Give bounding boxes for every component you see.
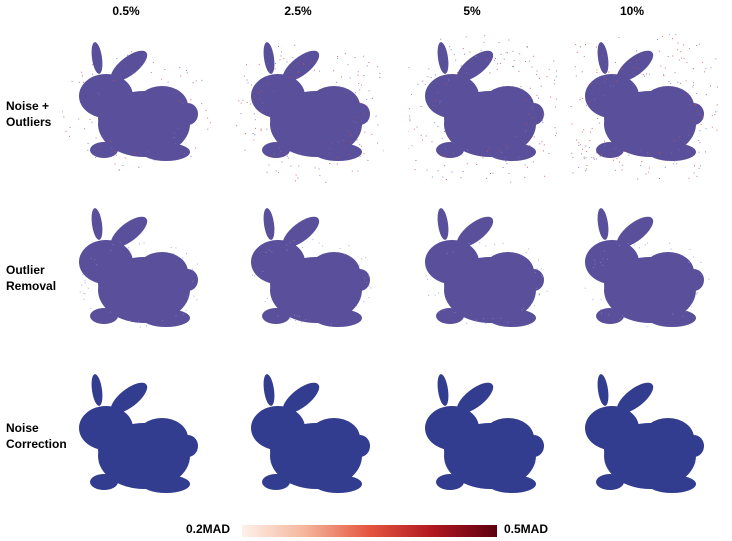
- residual-points: [251, 239, 372, 325]
- row-label-line: Outliers: [6, 115, 52, 129]
- bunny-silhouette: [425, 374, 544, 493]
- row-label: Noise + Outliers: [6, 98, 51, 130]
- bunny-point-cloud: [425, 374, 544, 493]
- bunny-silhouette: [425, 42, 544, 161]
- colorbar-min-label: 0.2MAD: [186, 522, 231, 536]
- row-label-line: Correction: [6, 437, 67, 451]
- outlier-points: [570, 34, 718, 180]
- bunny-render: [62, 366, 212, 516]
- bunny-point-cloud: [570, 34, 718, 180]
- bunny-silhouette: [585, 42, 704, 161]
- column-header: 0.5%: [112, 4, 140, 18]
- column-header: 2.5%: [284, 4, 312, 18]
- bunny-silhouette: [251, 42, 370, 161]
- row-label-line: Removal: [6, 279, 57, 293]
- outlier-points: [408, 35, 557, 183]
- bunny-silhouette: [425, 208, 544, 327]
- bunny-silhouette: [79, 374, 198, 493]
- bunny-render: [234, 34, 384, 184]
- bunny-point-cloud: [62, 42, 211, 171]
- bunny-render: [408, 366, 558, 516]
- column-header: 5%: [463, 4, 481, 18]
- bunny-point-cloud: [79, 374, 198, 493]
- outlier-points: [236, 44, 384, 183]
- residual-points: [79, 241, 198, 328]
- bunny-render: [62, 34, 212, 184]
- row-label: Outlier Removal: [6, 262, 56, 294]
- row-label: Noise Correction: [6, 420, 67, 452]
- residual-points: [425, 242, 548, 327]
- bunny-point-cloud: [408, 35, 557, 183]
- bunny-render: [234, 200, 384, 350]
- bunny-silhouette: [79, 42, 198, 161]
- bunny-point-cloud: [585, 374, 704, 493]
- bunny-point-cloud: [584, 208, 710, 328]
- bunny-render: [408, 34, 558, 184]
- bunny-render: [62, 200, 212, 350]
- colorbar: [242, 525, 497, 537]
- colorbar-gradient: [242, 525, 497, 537]
- row-label-line: Outlier: [6, 263, 45, 277]
- bunny-point-cloud: [251, 208, 372, 327]
- residual-points: [584, 242, 710, 328]
- row-label-line: Noise: [6, 421, 39, 435]
- bunny-point-cloud: [236, 42, 384, 183]
- bunny-silhouette: [251, 208, 370, 327]
- bunny-render: [408, 200, 558, 350]
- bunny-point-cloud: [79, 208, 198, 328]
- bunny-silhouette: [585, 208, 704, 327]
- row-label-line: Noise +: [6, 99, 50, 113]
- bunny-silhouette: [79, 208, 198, 327]
- colorbar-max-label: 0.5MAD: [504, 522, 549, 536]
- bunny-render: [568, 200, 718, 350]
- bunny-point-cloud: [425, 208, 548, 327]
- bunny-silhouette: [585, 374, 704, 493]
- outlier-points: [62, 51, 211, 171]
- bunny-render: [568, 366, 718, 516]
- bunny-silhouette: [251, 374, 370, 493]
- bunny-render: [568, 34, 718, 184]
- bunny-render: [234, 366, 384, 516]
- column-header: 10%: [619, 4, 645, 18]
- bunny-point-cloud: [251, 374, 370, 493]
